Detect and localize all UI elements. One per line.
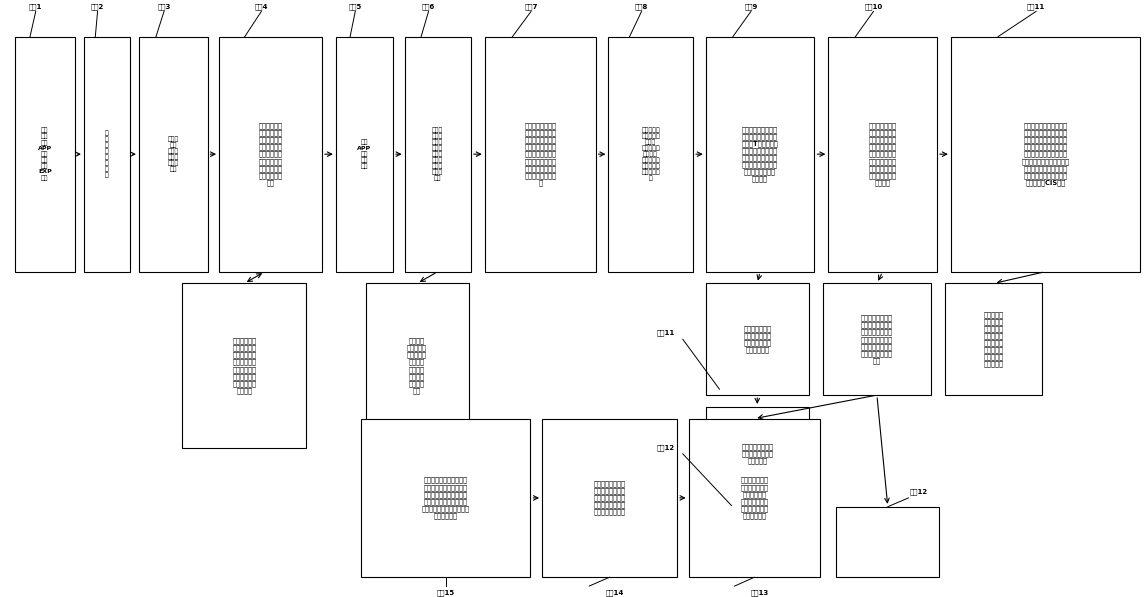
- Text: 步骤12: 步骤12: [657, 444, 675, 451]
- Text: 步骤5: 步骤5: [349, 4, 362, 10]
- Text: 步骤4: 步骤4: [255, 4, 269, 10]
- FancyBboxPatch shape: [15, 36, 75, 272]
- Text: 中控服务器验证权
限通过后将工作票
推送签发人钥申请
确认工作存在开展
必要时，确认相关
工作环节责任人配
置正确，推送工作
票至相关责任人确
认: 中控服务器验证权 限通过后将工作票 推送签发人钥申请 确认工作存在开展 必要时，…: [525, 122, 557, 186]
- Text: 步骤2: 步骤2: [91, 4, 104, 10]
- Text: 中控系统自动
反馈权限校验
结果或签发人
关于工作必要
性意见，驳回
工作申请，要
求修改工作或
终止申请: 中控系统自动 反馈权限校验 结果或签发人 关于工作必要 性意见，驳回 工作申请，…: [232, 337, 256, 394]
- Text: 通过
APP
及送
工作
申请: 通过 APP 及送 工作 申请: [357, 140, 372, 169]
- Text: 移动作业终端现
场扫取智能锁外
部标志二维码并
上传中控系统: 移动作业终端现 场扫取智能锁外 部标志二维码并 上传中控系统: [743, 325, 771, 353]
- FancyBboxPatch shape: [836, 507, 939, 577]
- Text: 现场情具二维码若因循环
无法扫取，则在移动作业
终端上传坐标地址，由中
控系统远程判断智能钥匙
及移动作业终端实时坐标
与配电箱位置偏差，同时由
中控系统将开锁: 现场情具二维码若因循环 无法扫取，则在移动作业 终端上传坐标地址，由中 控系统远…: [1022, 122, 1069, 186]
- Text: 工作结束后上传工
作完结佐证照片，
手动操作电气插板
门锁闭锁，由中控
系统确认工作完结: 工作结束后上传工 作完结佐证照片， 手动操作电气插板 门锁闭锁，由中控 系统确认…: [594, 481, 626, 515]
- Text: 工作票按照
流程完成出
票及验
证，中控系
通知工作
申请人按照
中约定时间
准时开展工
作: 工作票按照 流程完成出 票及验 证，中控系 通知工作 申请人按照 中约定时间 准…: [642, 127, 660, 181]
- Text: 中控服
务器验
证工作
申请人
员权限
及工作
票所述
工作必
要性: 中控服 务器验 证工作 申请人 员权限 及工作 票所述 工作必 要性: [432, 127, 443, 181]
- FancyBboxPatch shape: [219, 36, 323, 272]
- Text: 步骤14: 步骤14: [606, 589, 625, 596]
- Text: 中控系统远
程判断智能
钥匙及移动
作业终端实
时坐标与配
电箱位置偏
差较大，拒
绝授权钥匙: 中控系统远 程判断智能 钥匙及移动 作业终端实 时坐标与配 电箱位置偏 差较大，…: [984, 311, 1003, 368]
- Text: 中控系统远程验证
操作人员二维码授
权远程开锁: 中控系统远程验证 操作人员二维码授 权远程开锁: [742, 444, 774, 464]
- Text: 步骤8: 步骤8: [635, 4, 649, 10]
- Text: 步骤13: 步骤13: [751, 589, 769, 596]
- Text: 步骤11: 步骤11: [1027, 4, 1045, 10]
- Text: 步骤6: 步骤6: [422, 4, 435, 10]
- FancyBboxPatch shape: [84, 36, 130, 272]
- Text: 移动
作业
终端
APP
登陆
操作
人员
EXP
账号: 移动 作业 终端 APP 登陆 操作 人员 EXP 账号: [38, 128, 52, 180]
- Text: 步骤1: 步骤1: [29, 4, 42, 10]
- Text: 综合系统内置
的电力作业工
作票填写工作
计划、工作内
容，工作票涉
及的工作负责
人、工作监护
人、工作票签
发人: 综合系统内置 的电力作业工 作票填写工作 计划、工作内 容，工作票涉 及的工作负…: [258, 122, 282, 186]
- Text: 步骤10: 步骤10: [864, 4, 883, 10]
- Text: 现场操作开展工
作票约定工作并
拍摄关键部位
改前后对比图，
将作业过程录像
上传作证备案: 现场操作开展工 作票约定工作并 拍摄关键部位 改前后对比图， 将作业过程录像 上…: [740, 477, 768, 519]
- Text: 中控系统远程判断
智能钥匙及移动作
业终端实时坐标位
置与配电箱位置偏
差合理，中控系统
授权智能钥匙应答
开锁: 中控系统远程判断 智能钥匙及移动作 业终端实时坐标位 置与配电箱位置偏 差合理，…: [861, 315, 893, 364]
- Text: 步骤7: 步骤7: [525, 4, 537, 10]
- FancyBboxPatch shape: [183, 284, 307, 448]
- Text: 步骤15: 步骤15: [436, 589, 455, 596]
- FancyBboxPatch shape: [365, 284, 468, 448]
- Text: 不符合工
作工种权限
验证要求，
或工作检
发及人输
证所述工
作无开展
必要: 不符合工 作工种权限 验证要求， 或工作检 发及人输 证所述工 作无开展 必要: [408, 337, 427, 394]
- Text: 步骤3: 步骤3: [157, 4, 171, 10]
- Text: 中
控
系
统
验
证
账
号: 中 控 系 统 验 证 账 号: [104, 130, 109, 178]
- FancyBboxPatch shape: [706, 36, 814, 272]
- FancyBboxPatch shape: [139, 36, 208, 272]
- Text: 中控系统记录操作过程形
成日志，定期导出形成备
案，分析日志中关键操作
对相关指标带来的变化，
为后期其他工作及改进项目
提供指导意见: 中控系统记录操作过程形 成日志，定期导出形成备 案，分析日志中关键操作 对相关指…: [421, 477, 470, 519]
- FancyBboxPatch shape: [404, 36, 471, 272]
- FancyBboxPatch shape: [336, 36, 393, 272]
- FancyBboxPatch shape: [706, 407, 809, 501]
- Text: 到达约定工作时间，
作业人员到达现场站
厢上传T换杆号、配
电箱及变压器环境、
作业人员数量、操作
状态、安全措施准备
情况等，申请开始
现场工作: 到达约定工作时间， 作业人员到达现场站 厢上传T换杆号、配 电箱及变压器环境、 …: [742, 126, 778, 182]
- FancyBboxPatch shape: [484, 36, 596, 272]
- Text: 系号通
过验
证，进
入工作
票填写
界面: 系号通 过验 证，进 入工作 票填写 界面: [168, 136, 179, 172]
- FancyBboxPatch shape: [360, 418, 530, 577]
- FancyBboxPatch shape: [822, 284, 931, 395]
- FancyBboxPatch shape: [706, 284, 809, 395]
- FancyBboxPatch shape: [951, 36, 1140, 272]
- FancyBboxPatch shape: [542, 418, 677, 577]
- FancyBboxPatch shape: [689, 418, 820, 577]
- Text: 步骤9: 步骤9: [744, 4, 758, 10]
- Text: 工作许可人现场
监管工作相关人
员履行电跟等作
业前准备工作，
验证安全工器具
是否合格，安全
措施是否完备，
一切就绪后现场
许可工作: 工作许可人现场 监管工作相关人 员履行电跟等作 业前准备工作， 验证安全工器具 …: [869, 122, 897, 186]
- Text: 步骤11: 步骤11: [657, 330, 675, 336]
- FancyBboxPatch shape: [945, 284, 1042, 395]
- FancyBboxPatch shape: [608, 36, 693, 272]
- FancyBboxPatch shape: [828, 36, 937, 272]
- Text: 步骤12: 步骤12: [909, 488, 928, 495]
